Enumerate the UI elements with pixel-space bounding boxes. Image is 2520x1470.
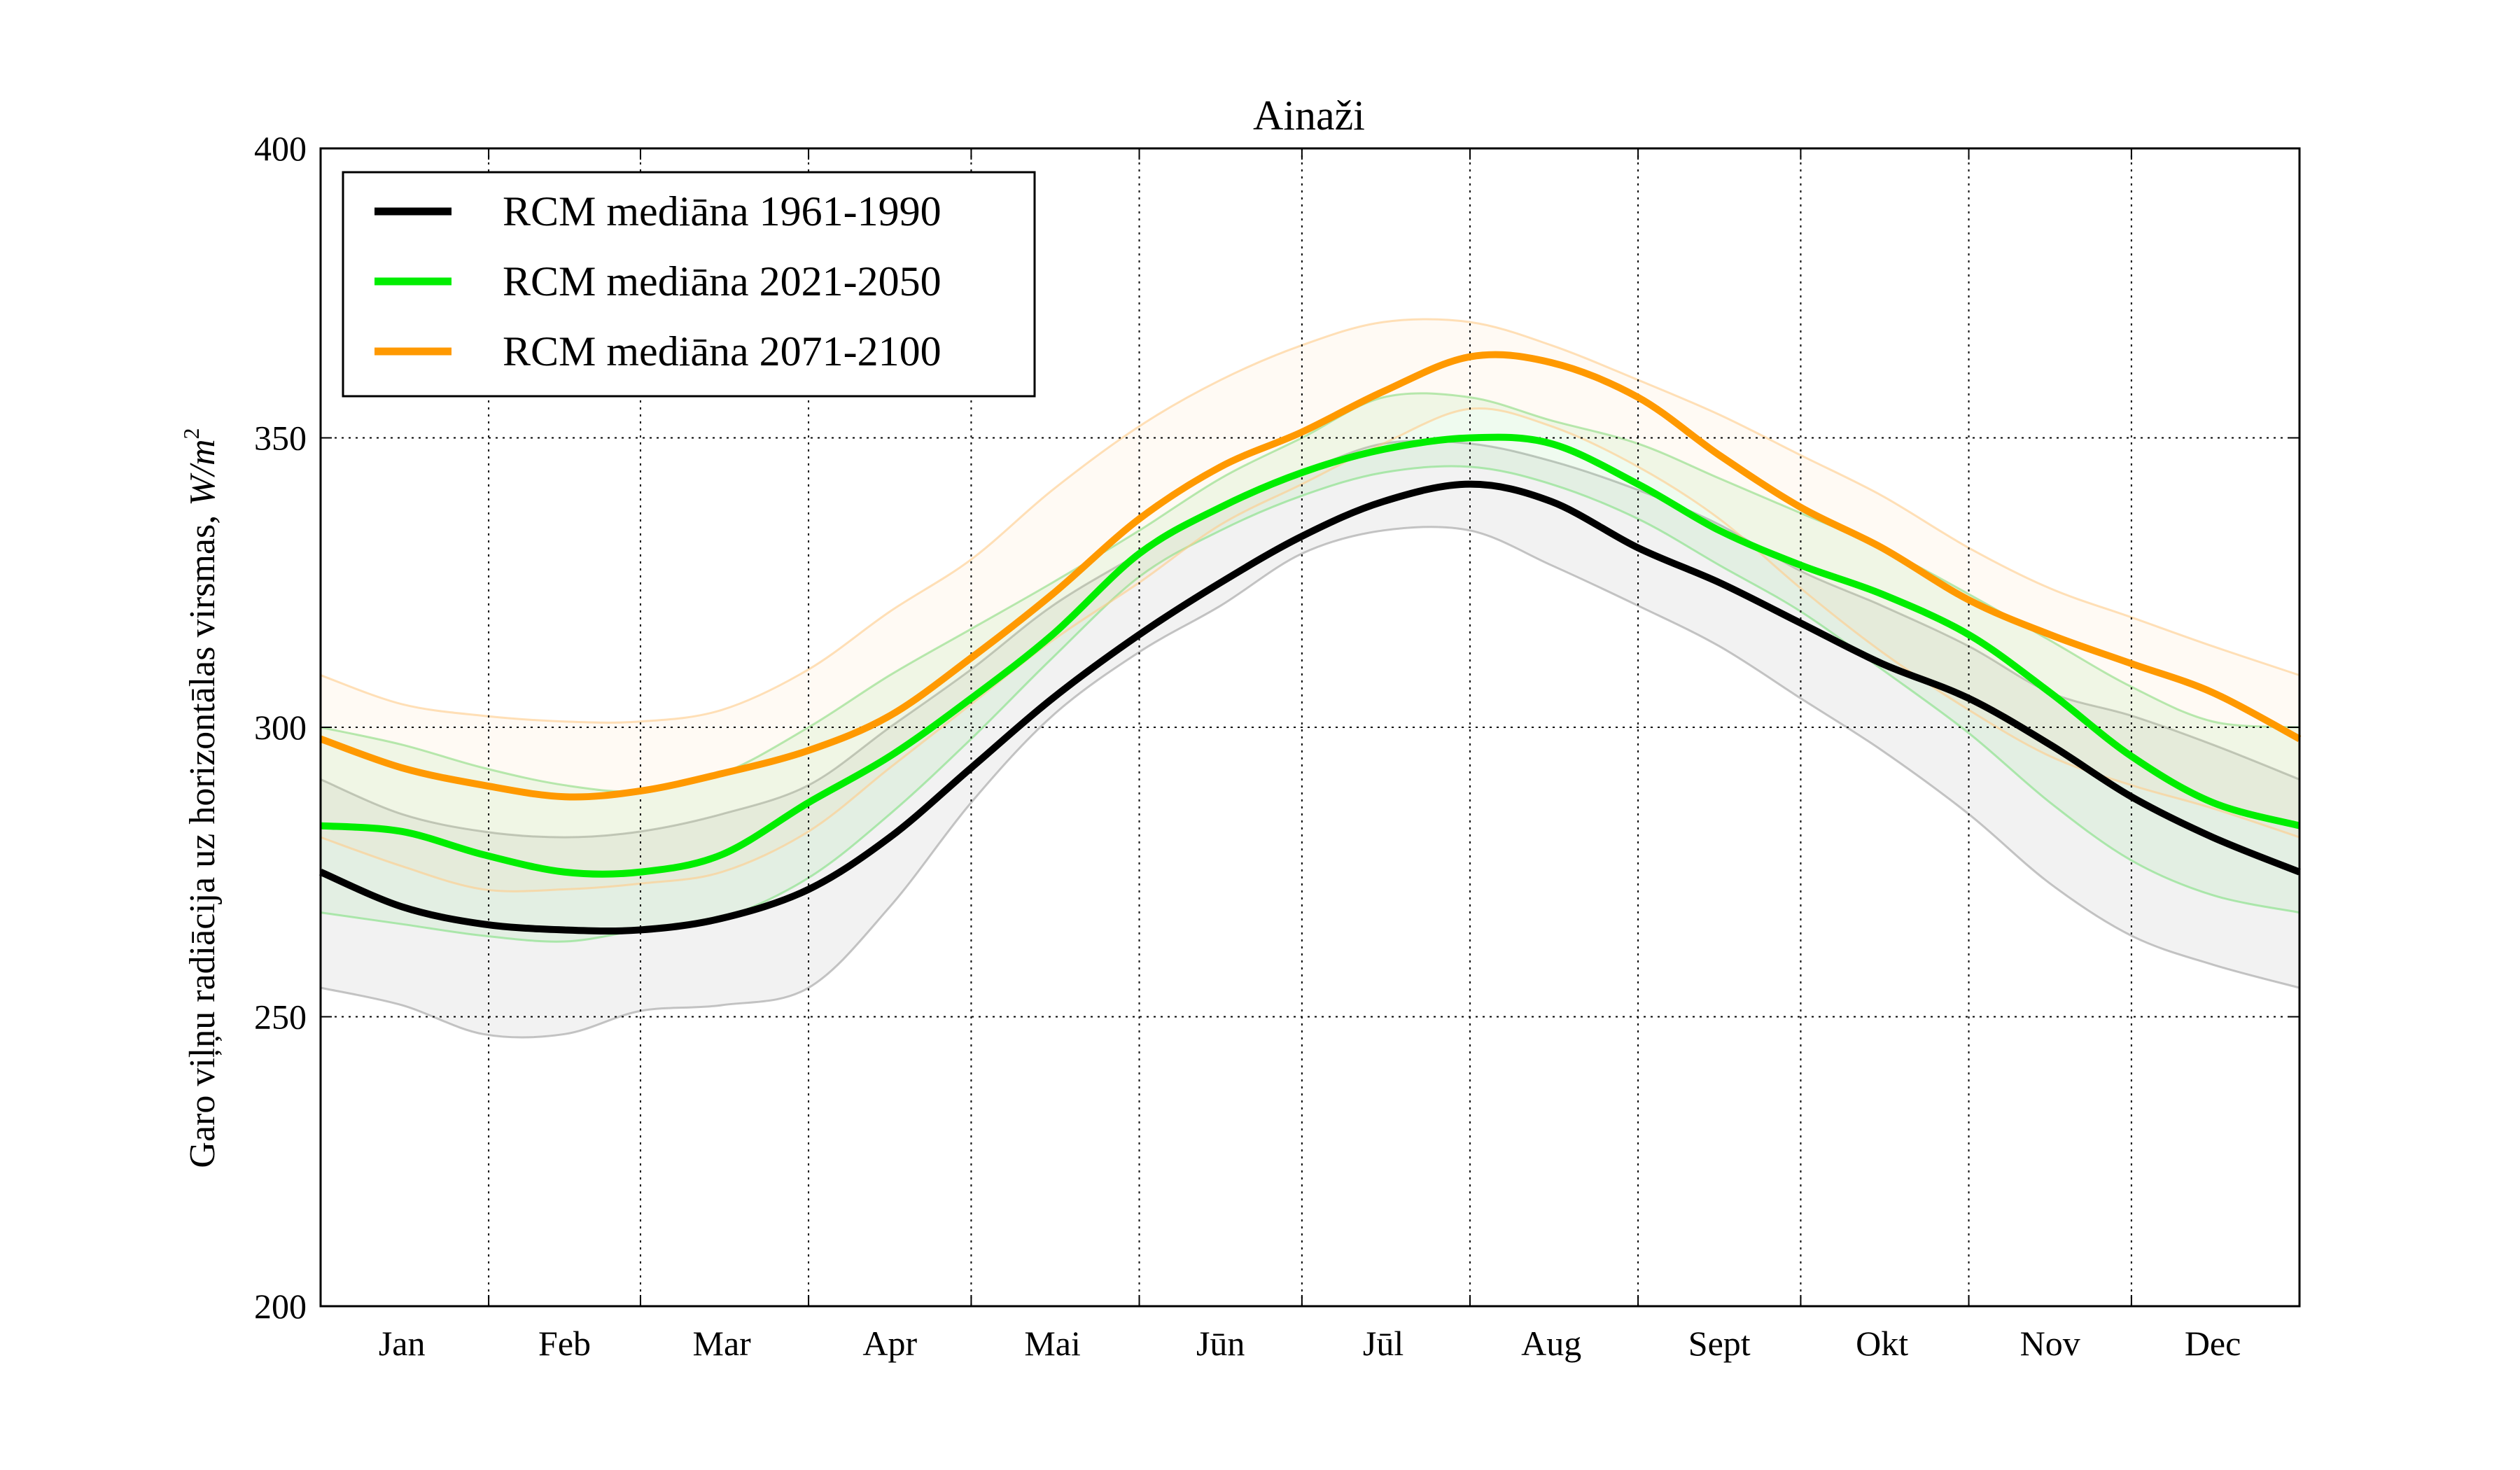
legend-label: RCM mediāna 2071-2100 xyxy=(503,328,941,374)
x-tick-label: Apr xyxy=(862,1324,917,1363)
chart-title: Ainaži xyxy=(1253,92,1365,139)
x-tick-label: Nov xyxy=(2020,1324,2080,1363)
series-line xyxy=(319,351,2302,801)
x-tick-label: Aug xyxy=(1521,1324,1581,1363)
series-lines xyxy=(319,351,2302,935)
y-axis-label: Garo viļņu radiācija uz horizontālas vir… xyxy=(178,428,223,1168)
x-tick-label: Jūl xyxy=(1363,1324,1404,1363)
legend-label: RCM mediāna 1961-1990 xyxy=(503,188,941,234)
y-tick-labels: 200 250 300 350 400 xyxy=(254,129,307,1326)
series-line xyxy=(320,433,2301,878)
band-fill xyxy=(321,393,2300,942)
grid xyxy=(321,148,2300,1306)
x-tick-label: Jan xyxy=(379,1324,426,1363)
x-tick-label: Mai xyxy=(1024,1324,1081,1363)
x-tick-label: Feb xyxy=(538,1324,591,1363)
y-axis-unit: W/m xyxy=(183,439,223,505)
y-tick-label: 350 xyxy=(254,419,307,458)
legend: RCM mediāna 1961-1990 RCM mediāna 2021-20… xyxy=(342,171,1036,398)
legend-box xyxy=(342,171,1036,398)
band-lower-edge xyxy=(320,407,2300,892)
x-tick-label: Dec xyxy=(2185,1324,2241,1363)
series-line xyxy=(319,480,2301,935)
y-tick-label: 400 xyxy=(254,129,307,168)
x-tick-labels: Jan Feb Mar Apr Mai Jūn Jūl Aug Sept Okt Nov Dec xyxy=(379,1324,2241,1363)
y-tick-label: 200 xyxy=(254,1287,307,1326)
y-tick-label: 250 xyxy=(254,997,307,1037)
y-axis-label-text: Garo viļņu radiācija uz horizontālas vir… xyxy=(183,515,223,1168)
axis-ticks xyxy=(321,148,2300,1307)
x-tick-label: Okt xyxy=(1856,1324,1908,1363)
y-axis-unit-exponent: 2 xyxy=(178,428,204,439)
x-tick-label: Jūn xyxy=(1196,1324,1245,1363)
y-tick-label: 300 xyxy=(254,708,307,747)
x-tick-label: Sept xyxy=(1688,1324,1751,1363)
x-tick-label: Mar xyxy=(692,1324,751,1363)
legend-label: RCM mediāna 2021-2050 xyxy=(503,258,941,304)
